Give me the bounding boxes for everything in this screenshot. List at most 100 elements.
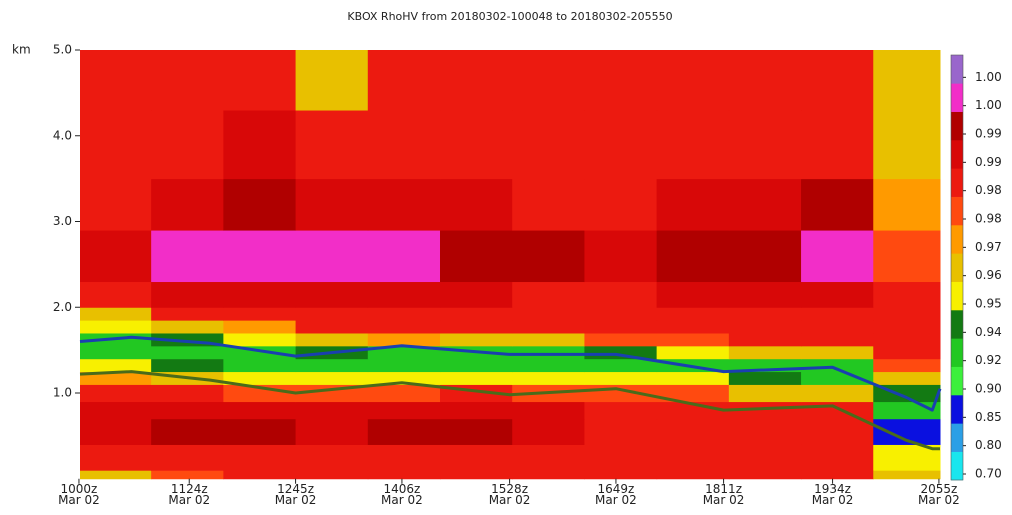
x-tick-label: 1528z Mar 02 (488, 482, 531, 507)
heatmap-cell (873, 230, 941, 283)
heatmap-cell (295, 50, 369, 111)
heatmap-cell (223, 320, 297, 334)
heatmap-cell (656, 110, 730, 180)
heatmap-cell (80, 110, 152, 180)
colorbar-segment (951, 423, 963, 452)
heatmap-cell (512, 110, 585, 180)
heatmap-cell (801, 444, 874, 471)
colorbar-tick-label: 0.95 (975, 297, 1002, 311)
heatmap-cell (873, 358, 941, 373)
colorbar-segment (951, 451, 963, 481)
heatmap-cell (801, 230, 874, 283)
heatmap-cell (367, 332, 441, 347)
profile-line (79, 335, 942, 412)
x-tick-label: 1811z Mar 02 (702, 482, 745, 507)
heatmap-cell (367, 470, 441, 480)
heatmap-cell (584, 110, 658, 180)
heatmap-cell (728, 470, 802, 480)
heatmap-cell (584, 320, 658, 334)
heatmap-cell (440, 418, 513, 445)
colorbar-segment (951, 168, 963, 197)
heatmap-cell (801, 320, 874, 334)
heatmap-cell (584, 358, 658, 373)
heatmap-cell (873, 371, 941, 385)
colorbar-segment (951, 281, 963, 311)
heatmap-cell (295, 281, 369, 308)
x-tick-label: 1000z Mar 02 (58, 482, 100, 507)
heatmap-cell (584, 401, 658, 420)
heatmap-cell (512, 470, 585, 480)
colorbar-tick-label: 0.92 (975, 353, 1002, 367)
chart-title: KBOX RhoHV from 20180302-100048 to 20180… (347, 10, 672, 23)
heatmap-cell (656, 470, 730, 480)
heatmap-cell (656, 332, 730, 347)
heatmap-cell (223, 371, 297, 385)
heatmap-cell (728, 178, 802, 231)
heatmap-cell (80, 358, 152, 373)
heatmap-cell (512, 332, 585, 347)
heatmap-cell (656, 384, 730, 403)
heatmap-cell (656, 371, 730, 385)
heatmap-cell (223, 307, 297, 321)
x-tick-label: 1649z Mar 02 (595, 482, 637, 507)
heatmap-cell (728, 384, 802, 403)
heatmap-cell (223, 418, 297, 445)
profile-line (79, 370, 940, 451)
heatmap-cell (512, 178, 585, 231)
heatmap-cell (151, 384, 224, 403)
heatmap-cell (801, 371, 874, 385)
heatmap-cell (512, 358, 585, 373)
heatmap-cell (728, 110, 802, 180)
heatmap-cell (151, 345, 224, 360)
colorbar-tick-label: 0.90 (975, 382, 1002, 396)
heatmap-cell (584, 281, 658, 308)
heatmap-cell (584, 50, 658, 111)
heatmap-cell (873, 178, 941, 231)
heatmap-cell (656, 281, 730, 308)
colorbar-tick-label: 0.99 (975, 155, 1002, 169)
heatmap-cell (656, 178, 730, 231)
heatmap-cell (367, 281, 441, 308)
heatmap-cell (728, 418, 802, 445)
heatmap-cell (512, 307, 585, 321)
heatmap-cell (801, 178, 874, 231)
heatmap-cell (801, 470, 874, 480)
heatmap-cell (801, 281, 874, 308)
colorbar-segment (951, 111, 963, 141)
heatmap-cell (873, 50, 941, 111)
heatmap-cell (295, 371, 369, 385)
heatmap-cell (80, 418, 152, 445)
colorbar-segment (951, 196, 963, 226)
heatmap-cell (440, 320, 513, 334)
x-tick-label: 2055z Mar 02 (918, 482, 960, 507)
y-tick-label: 4.0 (53, 128, 72, 142)
heatmap-cell (801, 110, 874, 180)
heatmap-cell (728, 281, 802, 308)
x-tick-label: 1406z Mar 02 (381, 482, 423, 507)
heatmap-cell (656, 320, 730, 334)
heatmap-cell (151, 320, 224, 334)
x-tick-label: 1934z Mar 02 (811, 482, 854, 507)
heatmap-cell (512, 230, 585, 283)
heatmap-cell (440, 401, 513, 420)
heatmap-cell (440, 332, 513, 347)
heatmap-cell (584, 345, 658, 360)
colorbar-tick-label: 0.85 (975, 410, 1002, 424)
colorbar-segment (951, 338, 963, 367)
heatmap-cell (512, 320, 585, 334)
colorbar-tick-label: 0.96 (975, 268, 1002, 282)
heatmap-cell (295, 444, 369, 471)
x-tick-label: 1245z Mar 02 (274, 482, 317, 507)
heatmap-cell (367, 178, 441, 231)
heatmap-cell (801, 307, 874, 321)
colorbar-segment (951, 253, 963, 282)
heatmap-cell (512, 444, 585, 471)
colorbar-tick-label: 0.98 (975, 183, 1002, 197)
heatmap-cell (223, 50, 297, 111)
heatmap-cell (801, 345, 874, 360)
heatmap-cell (440, 110, 513, 180)
colorbar-tick-label: 0.99 (975, 127, 1002, 141)
heatmap-cell (367, 307, 441, 321)
colorbar-tick-label: 0.70 (975, 467, 1002, 481)
